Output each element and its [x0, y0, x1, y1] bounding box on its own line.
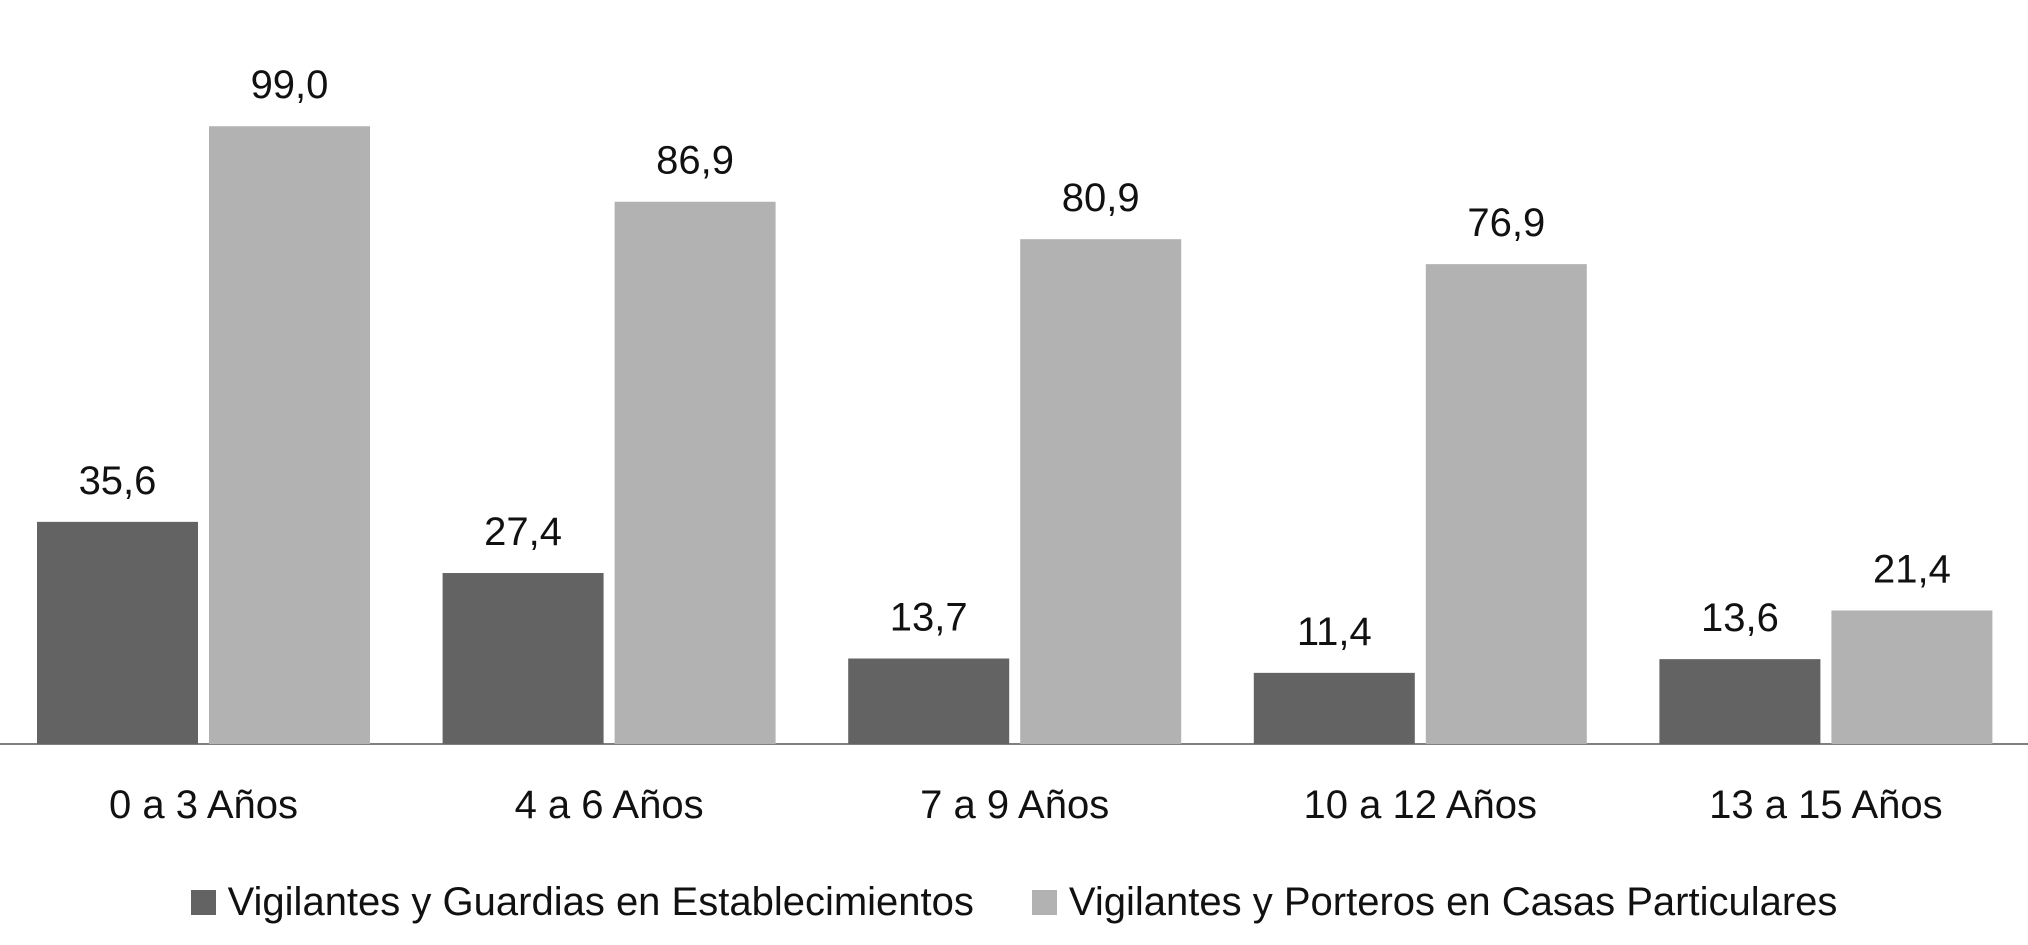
- data-label-series-2-3: 80,9: [1062, 176, 1140, 220]
- bar-series-1-3: [848, 658, 1010, 744]
- chart-legend: Vigilantes y Guardias en Establecimiento…: [0, 880, 2028, 925]
- bar-series-2-2: [614, 201, 776, 744]
- data-label-series-1-2: 27,4: [484, 510, 562, 554]
- bar-series-2-3: [1020, 239, 1182, 744]
- legend-swatch-series-2: [1031, 890, 1057, 915]
- bar-series-1-5: [1659, 659, 1821, 744]
- data-label-series-2-1: 99,0: [251, 63, 329, 107]
- bar-series-2-5: [1831, 610, 1993, 744]
- data-label-series-1-3: 13,7: [890, 596, 968, 640]
- x-tick-label-3: 7 a 9 Años: [920, 783, 1109, 827]
- data-label-series-2-5: 21,4: [1873, 547, 1951, 591]
- bar-series-2-1: [209, 126, 370, 745]
- data-label-series-1-1: 35,6: [79, 459, 157, 503]
- x-tick-label-1: 0 a 3 Años: [109, 783, 298, 827]
- bar-chart: 35,6 99,0 0 a 3 Años 27,4 86,9 4 a 6 Años 13,7…: [0, 63, 2028, 827]
- legend-item-series-1: Vigilantes y Guardias en Establecimiento…: [190, 880, 974, 925]
- data-label-series-1-5: 13,6: [1701, 596, 1779, 640]
- data-label-series-2-2: 86,9: [656, 139, 734, 183]
- bar-series-2-4: [1425, 264, 1587, 744]
- x-tick-label-4: 10 a 12 Años: [1304, 783, 1538, 827]
- legend-label-series-1: Vigilantes y Guardias en Establecimiento…: [227, 880, 974, 924]
- legend-swatch-series-1: [190, 890, 216, 915]
- x-tick-label-2: 4 a 6 Años: [515, 783, 704, 827]
- data-label-series-2-4: 76,9: [1467, 201, 1545, 245]
- bar-series-1-2: [442, 573, 604, 744]
- legend-item-series-2: Vigilantes y Porteros en Casas Particula…: [1031, 880, 1838, 925]
- bar-series-1-1: [37, 521, 198, 744]
- legend-label-series-2: Vigilantes y Porteros en Casas Particula…: [1068, 880, 1838, 924]
- bar-series-1-4: [1253, 672, 1415, 744]
- x-tick-label-5: 13 a 15 Años: [1709, 783, 1943, 827]
- data-label-series-1-4: 11,4: [1297, 610, 1372, 654]
